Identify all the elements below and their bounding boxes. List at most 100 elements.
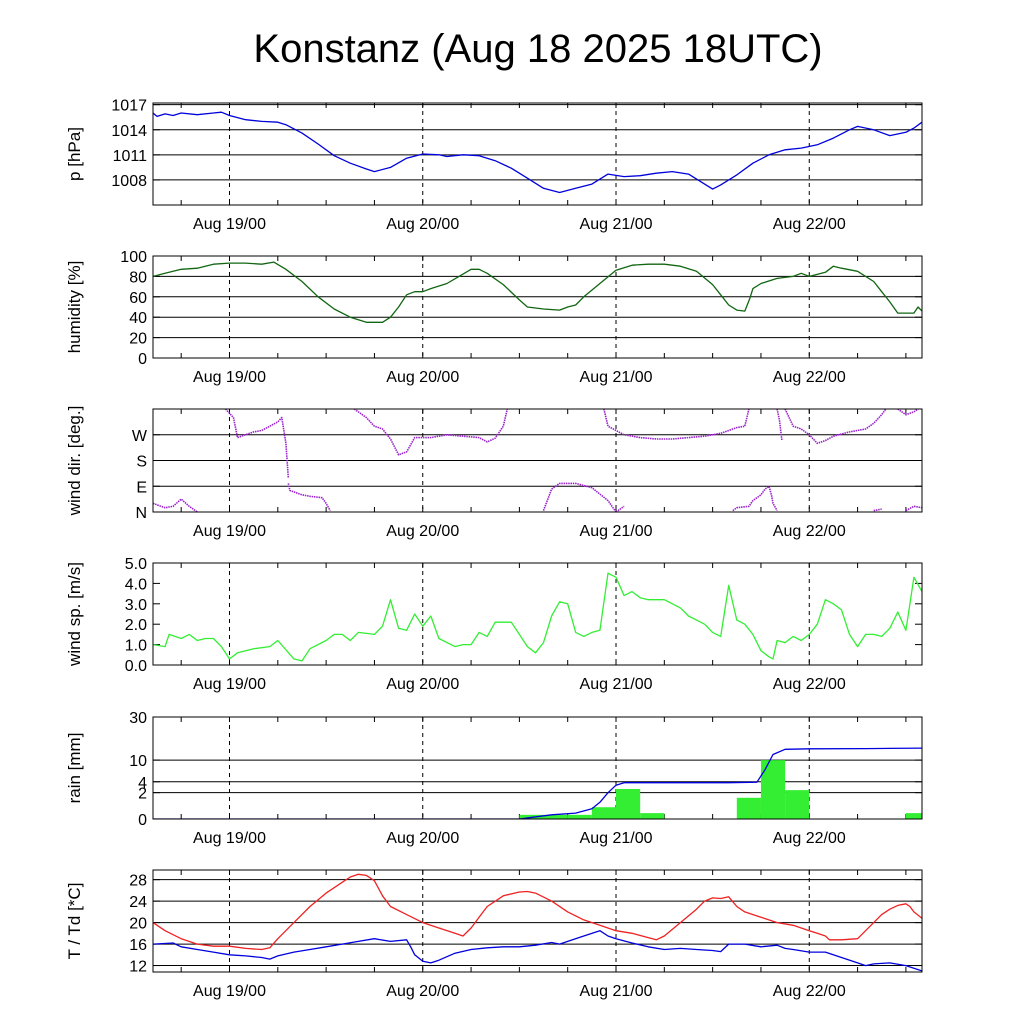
series-line-wind_direction-0	[897, 409, 919, 416]
panel-frame	[152, 869, 923, 973]
y-tick-label: 20	[129, 916, 147, 933]
series-line-temperature-0	[153, 873, 922, 951]
y-tick-label: 1011	[113, 148, 148, 165]
panel-frame	[152, 102, 923, 206]
rain-bar	[543, 814, 568, 819]
y-tick-label: 60	[129, 290, 147, 307]
rain-bar	[905, 813, 922, 819]
y-axis-label: wind dir. [deg.]	[65, 406, 84, 517]
y-tick-label: 24	[129, 894, 147, 911]
y-tick-label: W	[132, 428, 148, 445]
y-axis-label: humidity [%]	[65, 261, 84, 354]
x-tick-label: Aug 21/00	[580, 830, 653, 847]
series-line-temperature-1	[153, 930, 922, 972]
y-tick-label: 0	[138, 351, 147, 368]
y-tick-label: 16	[129, 937, 147, 954]
series-line-wind_direction-0	[287, 483, 331, 511]
series-line-wind_direction-0	[542, 482, 617, 512]
panel-frame	[152, 562, 923, 666]
x-tick-label: Aug 21/00	[580, 369, 653, 386]
x-tick-label: Aug 19/00	[193, 676, 266, 693]
rain-bar	[567, 814, 592, 819]
panel-pressure: 1008 1011 1014 1017 Aug 19/00 Aug 20/00 Aug 21…	[65, 98, 923, 233]
x-tick-label: Aug 22/00	[773, 830, 846, 847]
x-tick-label: Aug 20/00	[386, 676, 459, 693]
y-tick-label: 20	[129, 331, 147, 348]
panel-rain: 0 24 10 30 Aug 19/00 Aug 20/00 Aug 21/00 Aug 22…	[65, 710, 923, 847]
y-tick-label: 1008	[111, 173, 147, 190]
x-tick-label: Aug 20/00	[386, 369, 459, 386]
panel-temperature: 12 16 20 24 28 Aug 19/00 Aug 20/00 Aug 21/00 Aug…	[65, 869, 923, 1000]
y-tick-label: 0	[138, 812, 147, 829]
series-line-wind_direction-0	[905, 505, 922, 512]
y-axis-label: p [hPa]	[65, 127, 84, 181]
y-axis-label: rain [mm]	[65, 733, 84, 804]
y-tick-label: 1.0	[125, 638, 147, 655]
series-line-rain-0	[153, 747, 922, 819]
rain-bar	[760, 760, 786, 819]
y-axis-label: T / Td [*C]	[65, 883, 84, 960]
rain-bar	[736, 797, 761, 819]
y-tick-label: 2	[138, 786, 147, 803]
series-line-wind_direction-0	[732, 485, 778, 512]
series-line-wind_speed-0	[153, 572, 922, 662]
panel-wind_speed: 0.0 1.0 2.0 3.0 4.0 5.0 Aug 19/00 Aug 20/00 Aug …	[65, 556, 923, 693]
panel-humidity: 0 20 40 60 80 100 Aug 19/00 Aug 20/00 Aug 21/00 A…	[65, 249, 923, 386]
y-tick-label: 1014	[111, 123, 147, 140]
rain-bar	[591, 807, 617, 819]
series-line-wind_direction-0	[776, 409, 783, 441]
series-line-humidity-0	[153, 261, 922, 323]
x-tick-label: Aug 21/00	[580, 523, 653, 540]
y-tick-label: 5.0	[125, 556, 147, 573]
x-tick-label: Aug 19/00	[193, 830, 266, 847]
x-tick-label: Aug 22/00	[773, 523, 846, 540]
x-tick-label: Aug 22/00	[773, 369, 846, 386]
y-tick-label: N	[135, 505, 147, 522]
series-line-pressure-0	[153, 111, 922, 194]
y-tick-label: E	[136, 479, 147, 496]
y-tick-label: 28	[129, 873, 147, 890]
rain-bar	[616, 788, 641, 819]
x-tick-label: Aug 20/00	[386, 523, 459, 540]
panel-frame	[152, 255, 923, 359]
y-tick-label: 100	[120, 249, 147, 266]
x-tick-label: Aug 19/00	[193, 216, 266, 233]
x-tick-label: Aug 21/00	[580, 983, 653, 1000]
x-tick-label: Aug 20/00	[386, 216, 459, 233]
y-tick-label: 1017	[111, 98, 147, 115]
x-tick-label: Aug 20/00	[386, 983, 459, 1000]
x-tick-label: Aug 22/00	[773, 983, 846, 1000]
x-tick-label: Aug 19/00	[193, 523, 266, 540]
y-tick-label: 10	[129, 753, 147, 770]
panel-frame	[152, 408, 923, 513]
panels: 1008 1011 1014 1017 Aug 19/00 Aug 20/00 Aug 21…	[65, 98, 923, 1000]
series-line-wind_direction-0	[603, 409, 750, 440]
rain-bar	[785, 790, 810, 819]
panel-frame	[152, 716, 923, 820]
series-line-wind_direction-0	[784, 409, 887, 445]
y-tick-label: 40	[129, 310, 147, 327]
y-tick-label: 3.0	[125, 597, 147, 614]
y-axis-label: wind sp. [m/s]	[65, 562, 84, 667]
x-tick-label: Aug 21/00	[580, 216, 653, 233]
series-line-wind_direction-0	[873, 508, 882, 512]
rain-bar	[640, 813, 665, 819]
chart-title: Konstanz (Aug 18 2025 18UTC)	[253, 27, 822, 71]
y-tick-label: 12	[129, 959, 147, 976]
series-line-wind_direction-0	[615, 505, 625, 512]
y-tick-label: 2.0	[125, 617, 147, 634]
x-tick-label: Aug 20/00	[386, 830, 459, 847]
y-tick-label: S	[136, 454, 147, 471]
y-tick-label: 4	[138, 775, 147, 792]
y-tick-label: 4.0	[125, 576, 147, 593]
series-line-wind_direction-0	[353, 409, 509, 456]
x-tick-label: Aug 21/00	[580, 676, 653, 693]
x-tick-label: Aug 19/00	[193, 369, 266, 386]
y-tick-label: 0.0	[125, 658, 147, 675]
y-tick-label: 80	[129, 269, 147, 286]
series-line-wind_direction-0	[224, 409, 290, 478]
x-tick-label: Aug 22/00	[773, 216, 846, 233]
y-tick-label: 30	[129, 710, 147, 727]
